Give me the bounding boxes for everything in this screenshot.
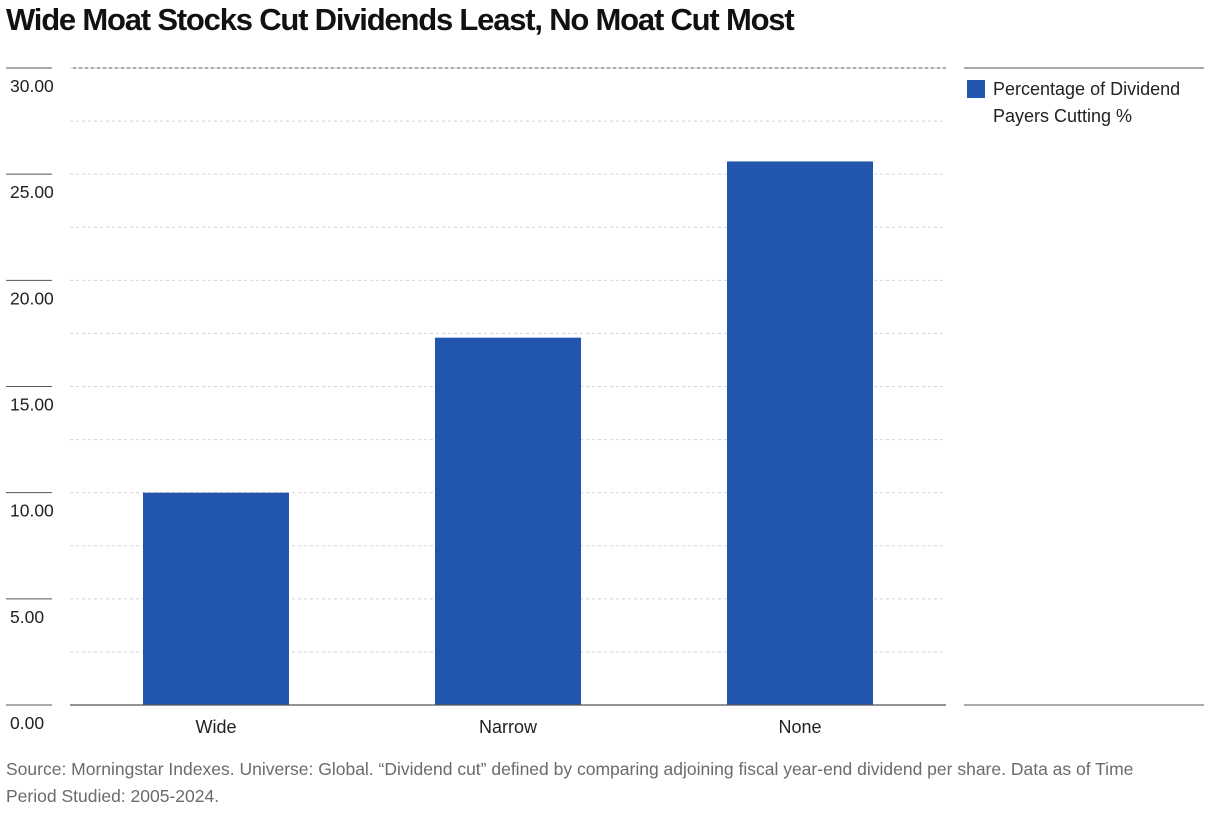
x-tick-label: Wide: [195, 717, 236, 737]
y-tick-label: 0.00: [10, 713, 44, 733]
y-tick-label: 10.00: [10, 501, 54, 521]
legend: Percentage of Dividend Payers Cutting %: [967, 76, 1207, 130]
chart-title: Wide Moat Stocks Cut Dividends Least, No…: [6, 2, 795, 37]
y-tick-label: 30.00: [10, 76, 54, 96]
bars: [143, 161, 873, 706]
y-tick-label: 5.00: [10, 607, 44, 627]
x-tick-label: Narrow: [479, 717, 538, 737]
bar-wide: [143, 492, 289, 705]
legend-label: Percentage of Dividend Payers Cutting %: [993, 79, 1181, 126]
y-axis: 0.00 5.00 10.00 15.00 20.00 25.00 30.00: [6, 67, 54, 733]
y-tick-label: 25.00: [10, 182, 54, 202]
legend-swatch: [967, 80, 985, 98]
source-note: Source: Morningstar Indexes. Universe: G…: [6, 759, 1134, 806]
y-tick-label: 20.00: [10, 288, 54, 308]
bar-narrow: [435, 337, 581, 705]
x-tick-label: None: [778, 717, 821, 737]
bar-none: [727, 161, 873, 706]
y-tick-label: 15.00: [10, 395, 54, 415]
x-axis: Wide Narrow None: [70, 704, 946, 737]
